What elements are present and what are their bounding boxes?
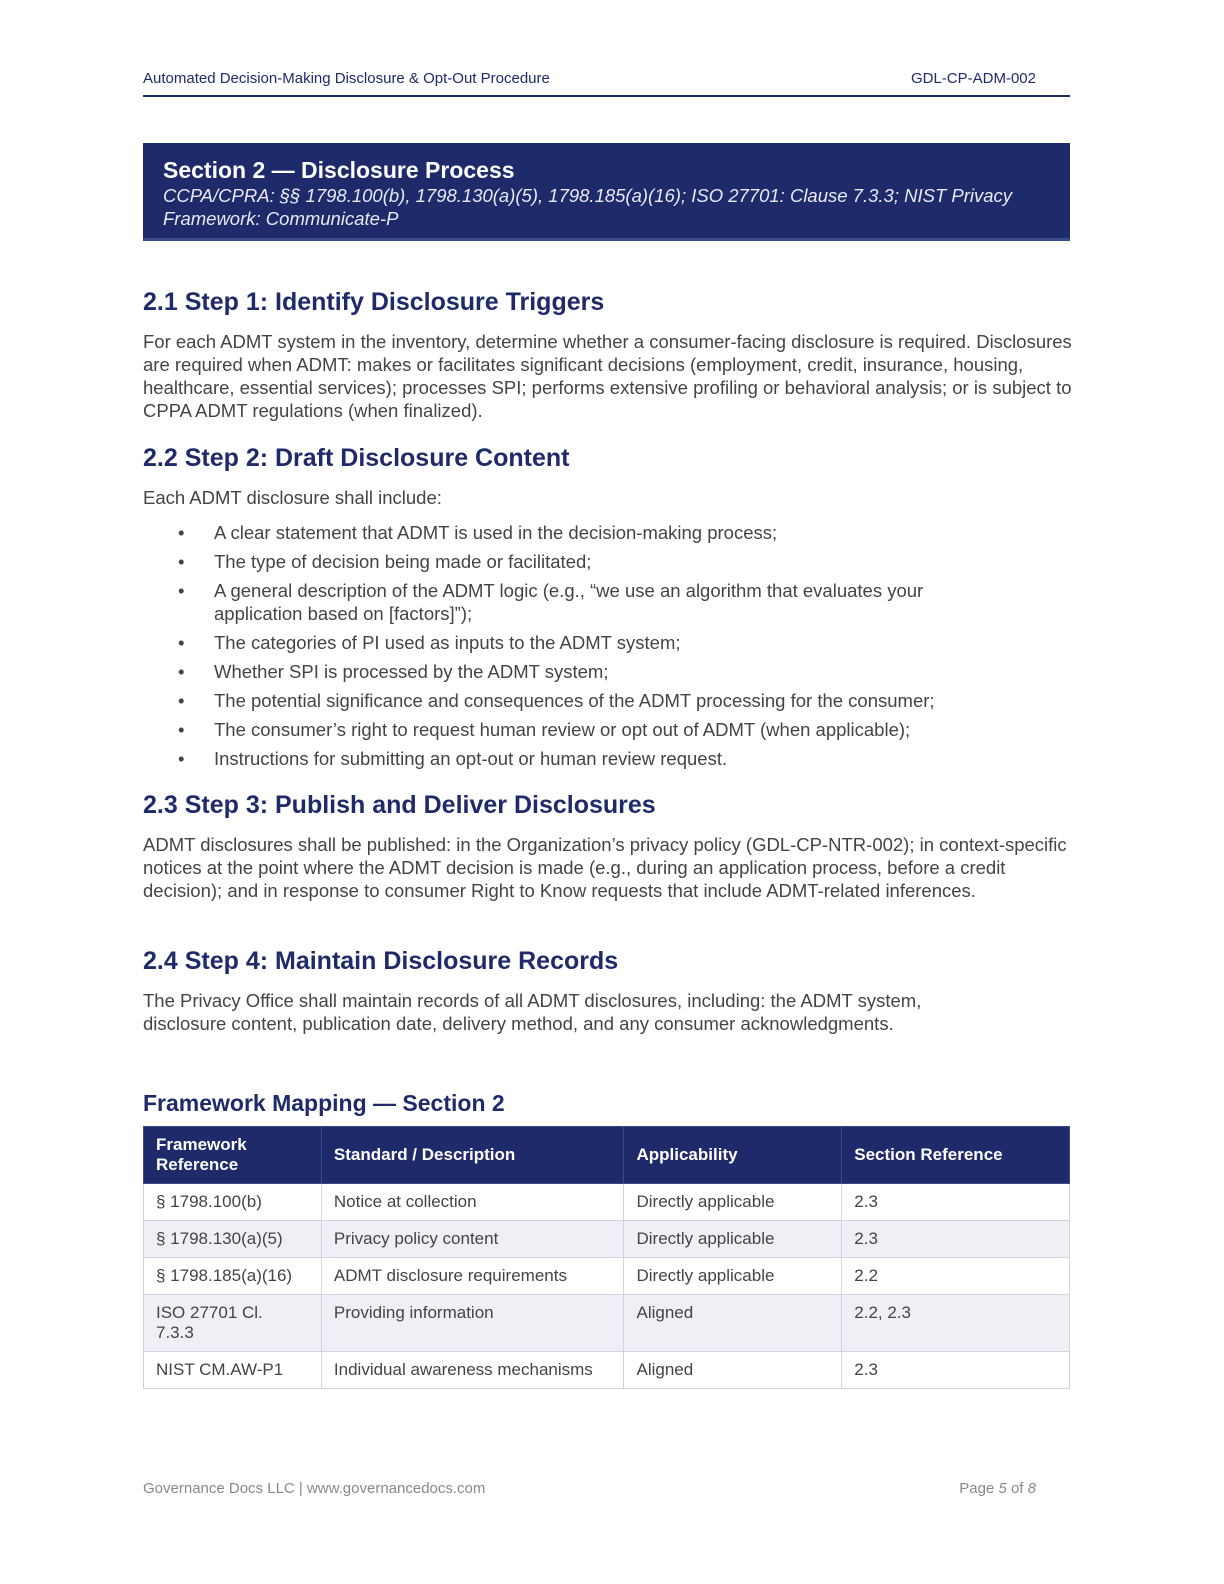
cell: § 1798.100(b) [143,1183,322,1221]
cell: Privacy policy content [320,1220,625,1258]
cell: Directly applicable [623,1183,843,1221]
page-of: of [1010,1480,1024,1497]
list-item: Whether SPI is processed by the ADMT sys… [143,660,1070,683]
section-title: Section 2 — Disclosure Process [163,157,515,183]
list-item: The consumer’s right to request human re… [143,718,1070,741]
cell: Aligned [623,1351,843,1389]
cell: NIST CM.AW-P1 [143,1351,322,1389]
cell: Notice at collection [320,1183,625,1221]
para-2-1: For each ADMT system in the inventory, d… [143,331,1072,421]
heading-2-3: 2.3 Step 3: Publish and Deliver Disclosu… [143,791,656,819]
disclosure-content-list: A clear statement that ADMT is used in t… [143,521,1070,776]
cell: 2.3 [841,1351,1070,1389]
section-references: CCPA/CPRA: §§ 1798.100(b), 1798.130(a)(5… [163,185,1013,229]
cell: § 1798.130(a)(5) [143,1220,322,1258]
cell: 2.2, 2.3 [841,1294,1070,1352]
doc-id: GDL-CP-ADM-002 [910,70,1036,87]
cell: ISO 27701 Cl. 7.3.3 [143,1294,322,1352]
list-item: A clear statement that ADMT is used in t… [143,521,1070,544]
table-row: § 1798.100(b) Notice at collection Directl… [143,1183,1070,1221]
total-pages: 8 [1027,1480,1036,1497]
table-row: § 1798.130(a)(5) Privacy policy content Di… [143,1220,1070,1258]
column-header: Framework Reference [143,1126,322,1184]
para-2-3: ADMT disclosures shall be published: in … [143,834,1067,901]
cell: Individual awareness mechanisms [320,1351,625,1389]
current-page: 5 [998,1480,1007,1497]
mapping-title: Framework Mapping — Section 2 [143,1090,505,1116]
table-row: § 1798.185(a)(16) ADMT disclosure require… [143,1257,1070,1295]
framework-mapping-table: Framework Reference Standard / Descripti… [143,1126,1070,1389]
cell: 2.3 [841,1220,1070,1258]
doc-title: Automated Decision-Making Disclosure & O… [143,70,550,87]
list-item: Instructions for submitting an opt-out o… [143,747,1070,770]
heading-2-2: 2.2 Step 2: Draft Disclosure Content [143,444,570,472]
page-number: Page 5 of 8 [959,1480,1036,1497]
para-2-4: The Privacy Office shall maintain record… [143,990,922,1034]
table-row: ISO 27701 Cl. 7.3.3 Providing information… [143,1294,1070,1352]
page-header: Automated Decision-Making Disclosure & O… [143,70,1070,97]
cell: Directly applicable [623,1220,843,1258]
section-banner: Section 2 — Disclosure Process CCPA/CPRA… [143,143,1070,241]
cell: ADMT disclosure requirements [320,1257,625,1295]
list-item: The potential significance and consequen… [143,689,1070,712]
column-header: Applicability [623,1126,843,1184]
list-item: The type of decision being made or facil… [143,550,1070,573]
list-item: A general description of the ADMT logic … [143,579,1070,625]
footer-company: Governance Docs LLC | www.governancedocs… [143,1480,486,1497]
list-item: The categories of PI used as inputs to t… [143,631,1070,654]
cell: Directly applicable [623,1257,843,1295]
column-header: Section Reference [841,1126,1070,1184]
heading-2-1: 2.1 Step 1: Identify Disclosure Triggers [143,288,605,316]
cell: Aligned [623,1294,843,1352]
column-header: Standard / Description [320,1126,625,1184]
table-header-row: Framework Reference Standard / Descripti… [143,1126,1070,1184]
page-footer: Governance Docs LLC | www.governancedocs… [143,1480,1070,1497]
cell: Providing information [320,1294,625,1352]
cell: § 1798.185(a)(16) [143,1257,322,1295]
para-2-2: Each ADMT disclosure shall include: [143,487,442,508]
cell: 2.3 [841,1183,1070,1221]
heading-2-4: 2.4 Step 4: Maintain Disclosure Records [143,947,619,975]
cell: 2.2 [841,1257,1070,1295]
table-row: NIST CM.AW-P1 Individual awareness mechan… [143,1351,1070,1389]
page-label: Page [959,1480,995,1497]
